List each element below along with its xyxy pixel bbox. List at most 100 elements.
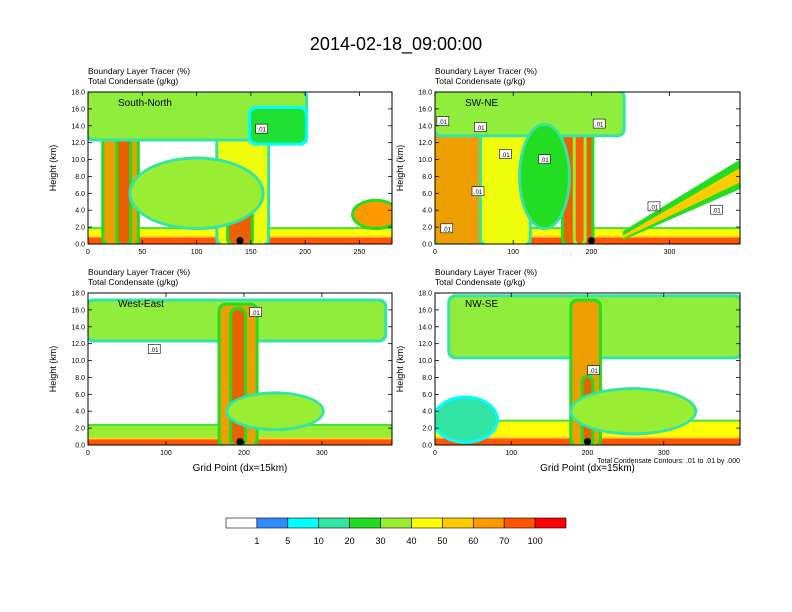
contour-label: .01 (499, 149, 512, 159)
contour-label: .01 (147, 344, 161, 354)
y-tick-label: 6.0 (75, 392, 85, 399)
panel-label: NW-SE (465, 299, 498, 310)
x-tick-label: 100 (507, 249, 519, 256)
contour-label: .01 (255, 123, 269, 134)
contour-label: .01 (587, 365, 600, 375)
panel-2: Boundary Layer Tracer (%)Total Condensat… (48, 267, 393, 474)
y-axis-label: Height (km) (48, 346, 58, 393)
colorbar-label: 100 (528, 536, 543, 546)
colorbar-swatch (534, 517, 567, 529)
y-tick-label: 8.0 (422, 174, 432, 181)
svg-text:.01: .01 (589, 369, 598, 375)
colorbar-label: 20 (345, 536, 355, 546)
contour-label: .01 (440, 223, 454, 233)
contour-label: .01 (710, 204, 723, 215)
colorbar-swatch (472, 517, 505, 529)
x-tick-label: 50 (138, 249, 146, 256)
contour-label: .01 (647, 201, 661, 211)
y-tick-label: 2.0 (75, 426, 85, 433)
x-tick-label: 300 (316, 450, 328, 457)
y-tick-label: 4.0 (422, 409, 432, 416)
panel-header-condensate: Total Condensate (g/kg) (88, 277, 178, 287)
y-tick-label: 2.0 (422, 426, 432, 433)
panel-header-condensate: Total Condensate (g/kg) (435, 76, 525, 86)
plot-frame (434, 91, 741, 245)
colorbar-swatch (256, 517, 289, 529)
y-tick-label: 6.0 (422, 392, 432, 399)
x-tick-label: 200 (582, 450, 594, 457)
colorbar-swatch (442, 517, 474, 529)
field-blob-8 (521, 125, 568, 228)
contour-label: .01 (538, 154, 551, 164)
x-tick-label: 0 (433, 450, 437, 457)
figure-title: 2014-02-18_09:00:00 (310, 34, 482, 55)
x-tick-label: 0 (433, 249, 437, 256)
x-tick-label: 100 (160, 450, 172, 457)
svg-text:.01: .01 (443, 227, 452, 233)
colorbar-label: 60 (468, 536, 478, 546)
svg-text:.01: .01 (439, 120, 448, 126)
x-tick-label: 0 (86, 450, 90, 457)
x-tick-label: 300 (664, 249, 676, 256)
y-axis-label: Height (km) (395, 145, 405, 192)
svg-text:.01: .01 (712, 209, 721, 215)
field-ramp-7 (622, 168, 740, 239)
svg-text:.01: .01 (251, 311, 260, 317)
svg-text:.01: .01 (150, 348, 159, 354)
contour-label: .01 (592, 118, 606, 129)
panel-header-tracer: Boundary Layer Tracer (%) (435, 66, 537, 76)
y-tick-label: 8.0 (75, 375, 85, 382)
x-tick-label: 100 (191, 249, 203, 256)
x-tick-label: 300 (658, 450, 670, 457)
contour-label: .01 (249, 307, 262, 317)
panels: Boundary Layer Tracer (%)Total Condensat… (48, 66, 741, 474)
contour-label: .01 (474, 122, 487, 132)
y-tick-label: 10.0 (71, 358, 85, 365)
y-tick-label: 8.0 (422, 375, 432, 382)
x-tick-label: 0 (86, 249, 90, 256)
x-tick-label: 200 (238, 450, 250, 457)
y-tick-label: 0.0 (422, 443, 432, 450)
y-tick-label: 18.0 (418, 291, 432, 298)
y-tick-label: 4.0 (75, 208, 85, 215)
plot-frame (87, 292, 393, 446)
colorbar-swatch (225, 517, 258, 529)
field-column-5 (575, 117, 584, 244)
field-blob-8 (131, 159, 262, 228)
panel-header-tracer: Boundary Layer Tracer (%) (88, 267, 190, 277)
x-tick-label: 200 (299, 249, 311, 256)
y-tick-label: 2.0 (75, 225, 85, 232)
panel-0: Boundary Layer Tracer (%)Total Condensat… (48, 66, 393, 256)
field-anvil-7 (250, 108, 306, 143)
svg-text:.01: .01 (474, 190, 483, 196)
y-tick-label: 12.0 (418, 341, 432, 348)
x-tick-label: 150 (245, 249, 257, 256)
panel-header-condensate: Total Condensate (g/kg) (435, 277, 525, 287)
y-tick-label: 0.0 (75, 242, 85, 249)
y-tick-label: 16.0 (71, 106, 85, 113)
y-tick-label: 14.0 (418, 123, 432, 130)
colorbar-label: 30 (376, 536, 386, 546)
y-tick-label: 14.0 (418, 324, 432, 331)
colorbar-label: 5 (285, 536, 290, 546)
contour-label: .01 (436, 116, 450, 126)
y-tick-label: 2.0 (422, 225, 432, 232)
panel-label: West-East (118, 299, 164, 310)
colorbar-label: 1 (254, 536, 259, 546)
y-axis-label: Height (km) (395, 346, 405, 393)
panel-header-condensate: Total Condensate (g/kg) (88, 76, 178, 86)
colorbar-label: 50 (437, 536, 447, 546)
panel-3: Boundary Layer Tracer (%)Total Condensat… (395, 267, 741, 474)
svg-text:.01: .01 (258, 128, 267, 134)
y-tick-label: 14.0 (71, 324, 85, 331)
x-tick-label: 100 (505, 450, 517, 457)
tracer-field: .01 (88, 92, 392, 244)
colorbar-label: 70 (499, 536, 509, 546)
y-tick-label: 6.0 (422, 191, 432, 198)
y-tick-label: 12.0 (71, 341, 85, 348)
y-tick-label: 12.0 (71, 140, 85, 147)
svg-text:.01: .01 (595, 123, 604, 129)
panel-header-tracer: Boundary Layer Tracer (%) (88, 66, 190, 76)
field-blob-6 (435, 398, 496, 441)
colorbar-label: 10 (314, 536, 324, 546)
